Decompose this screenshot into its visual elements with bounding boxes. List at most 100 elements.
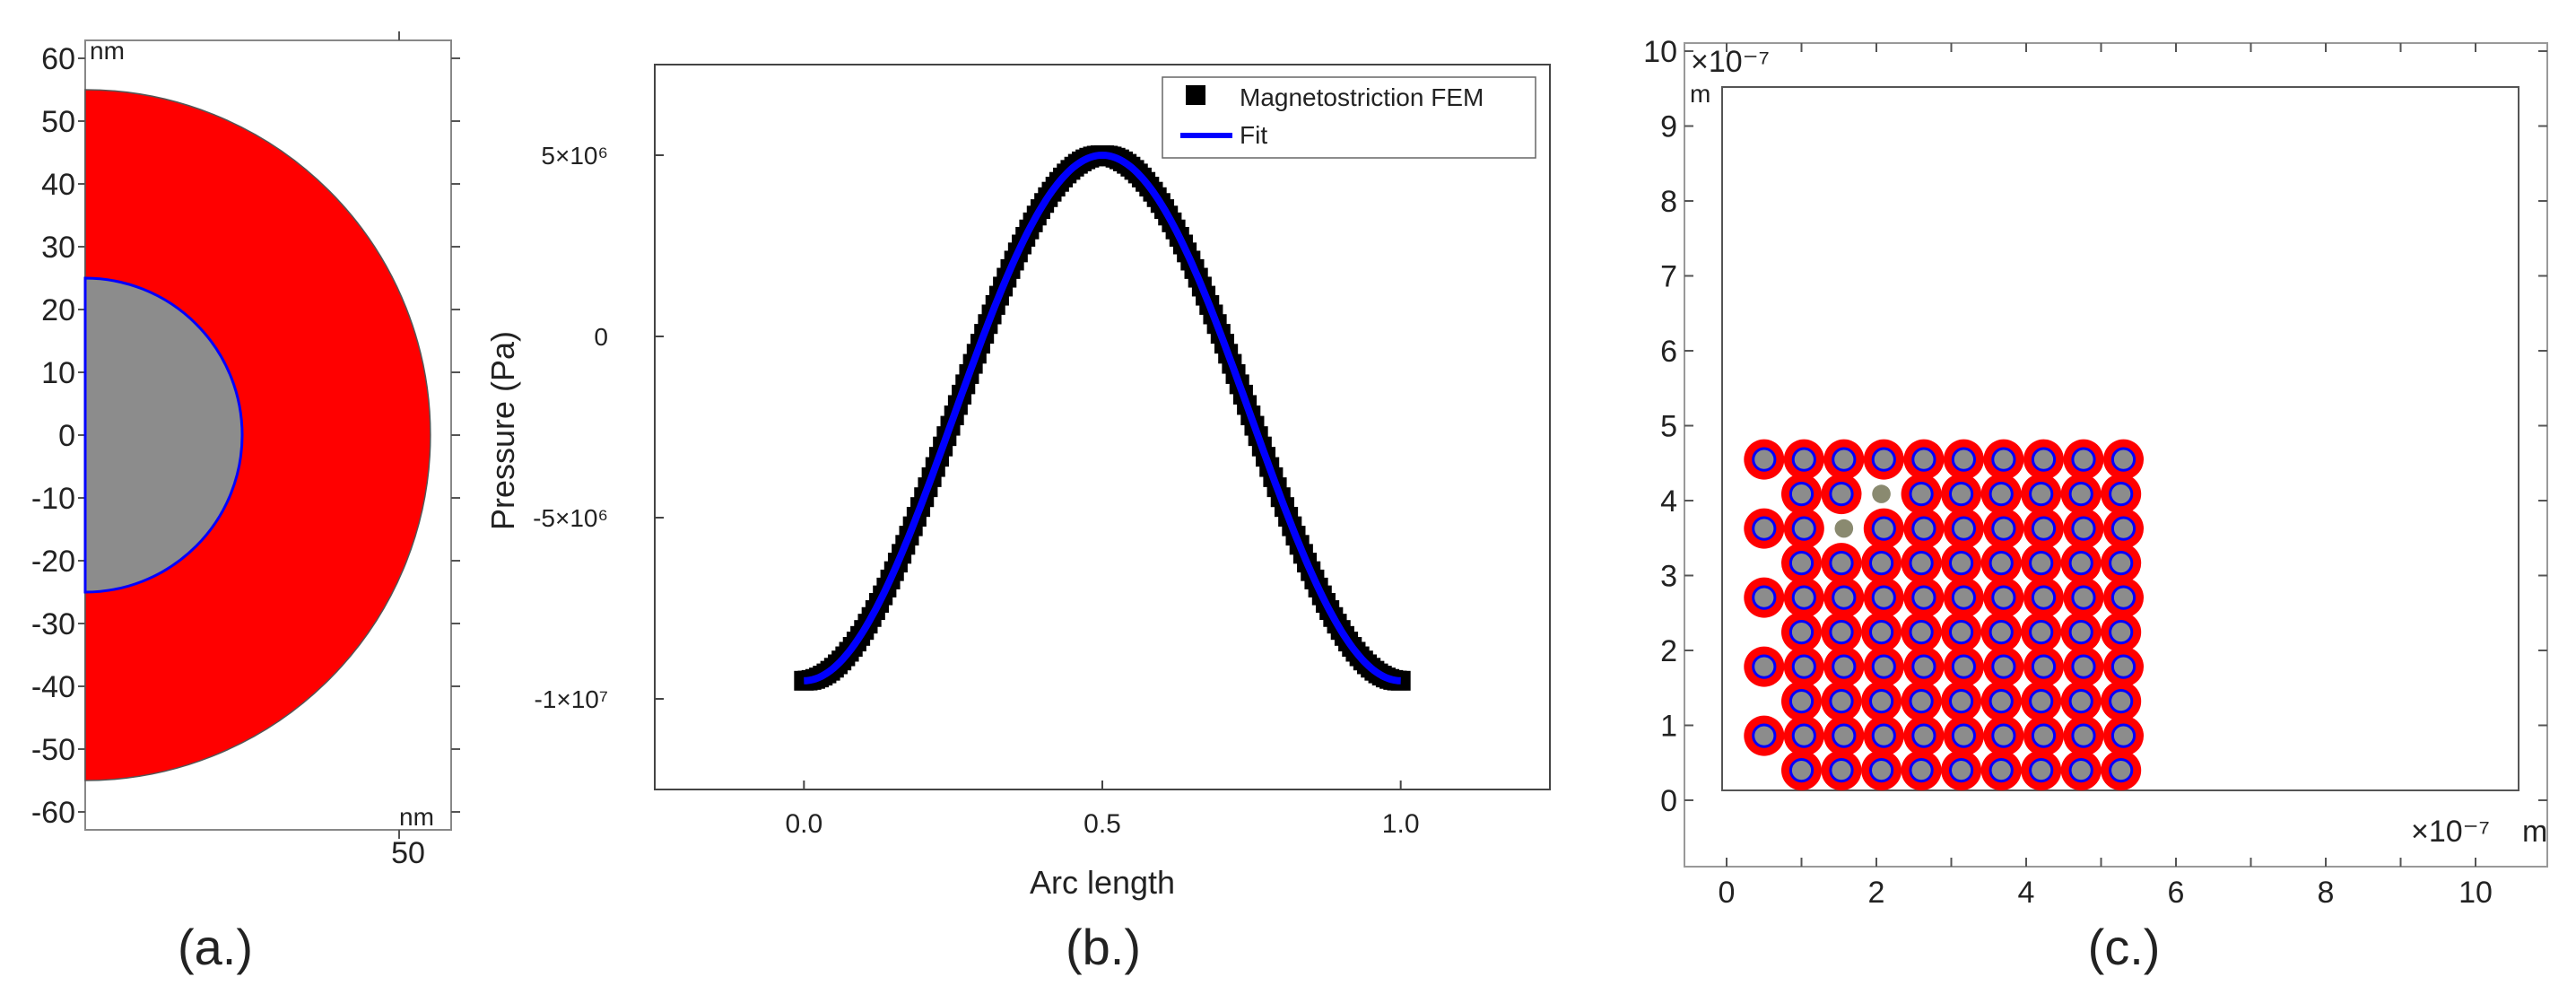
panel-c-y-tick-label: 7 [1660, 260, 1677, 294]
panel-c-particle-core [1791, 447, 1816, 472]
panel-b-y-tick-label: -1×10⁷ [534, 685, 608, 713]
panel-c-empty-site [1872, 484, 1891, 503]
panel-c-particle-core [2109, 689, 2134, 714]
panel-c-particle-core [2068, 689, 2093, 714]
panel-b-y-tick-labels: 5×10⁶ 0 -5×10⁶ -1×10⁷ [533, 142, 608, 713]
panel-c-particle-core [1951, 447, 1976, 472]
panel-c-particle-core [1791, 585, 1816, 610]
panel-c-empty-site [1834, 519, 1854, 538]
panel-a-geometry-plot: nm nm 50 60 50 40 30 20 10 0 -10 -20 -30 -40 -50 -60… [31, 31, 460, 975]
panel-c-x-unit: m [2522, 815, 2547, 849]
panel-c-particle-core [1752, 447, 1777, 472]
panel-c-particle-core [1989, 689, 2014, 714]
panel-c-x-tick-labels: 0 2 4 6 8 10 [1719, 876, 2493, 910]
panel-c-particle-core [1791, 723, 1816, 748]
panel-c-particle-core [2109, 620, 2134, 645]
panel-c-particle-core [2068, 620, 2093, 645]
panel-b-y-axis-label: Pressure (Pa) [484, 331, 521, 530]
panel-a-unit-bottom: nm [399, 803, 434, 831]
panel-c-particle-core [1949, 758, 1974, 783]
panel-c-particle-core [2110, 585, 2137, 610]
panel-c-particle-core [1951, 585, 1976, 610]
panel-c-y-scale: ×10⁻⁷ [1691, 45, 1770, 79]
panel-c-particle-core [1832, 723, 1857, 748]
panel-c-particle-core [2071, 723, 2096, 748]
panel-c-y-tick-label: 2 [1660, 634, 1677, 668]
panel-c-particle-core [1829, 551, 1854, 576]
panel-c-y-tick-label: 4 [1660, 484, 1677, 519]
panel-a-y-tick-label: -20 [31, 545, 75, 579]
panel-b-y-tick-label: 5×10⁶ [541, 142, 608, 170]
panel-c-particle-core [1991, 585, 2016, 610]
panel-c-particle-core [1871, 654, 1896, 679]
panel-b-ticks [655, 154, 1402, 789]
legend-fem-label: Magnetostriction FEM [1240, 83, 1484, 111]
panel-c-particle-core [1829, 482, 1854, 507]
panel-c-particle-core [1829, 689, 1854, 714]
panel-c-y-tick-label: 8 [1660, 185, 1677, 219]
panel-b-x-tick-label: 0.5 [1083, 809, 1121, 839]
panel-a-y-tick-label: 60 [41, 42, 75, 76]
panel-c-particle-core [1991, 723, 2016, 748]
panel-c-x-tick-label: 6 [2168, 876, 2185, 910]
panel-c-particle-core [2110, 654, 2137, 679]
panel-a-y-tick-labels: 60 50 40 30 20 10 0 -10 -20 -30 -40 -50 -60 [31, 42, 75, 830]
panel-c-x-scale: ×10⁻⁷ [2411, 815, 2490, 849]
panel-c-particle-core [1788, 482, 1815, 507]
panel-c-particle-core [1752, 516, 1777, 541]
panel-c-particle-core [2029, 551, 2054, 576]
panel-b-caption: (b.) [1066, 919, 1141, 975]
panel-c-particle-core [1791, 654, 1816, 679]
panel-c-particle-core [2031, 723, 2057, 748]
panel-c-particle-core [1788, 551, 1815, 576]
panel-a-y-tick-label: -30 [31, 607, 75, 641]
panel-c-particle-core [1951, 654, 1976, 679]
legend-fit-label: Fit [1240, 121, 1267, 149]
panel-c-particle-core [2031, 585, 2057, 610]
panel-c-particle-core [1869, 551, 1894, 576]
panel-c-particle-core [1951, 723, 1976, 748]
panel-a-y-tick-label: 20 [41, 293, 75, 327]
panel-b-y-tick-label: -5×10⁶ [533, 504, 608, 532]
panel-a-y-tick-label: 50 [41, 105, 75, 139]
panel-c-particle-core [1949, 482, 1974, 507]
panel-c-particle-core [2110, 516, 2137, 541]
panel-c-x-tick-label: 0 [1719, 876, 1736, 910]
panel-c-caption: (c.) [2088, 919, 2161, 975]
panel-c-particle-core [1911, 516, 1936, 541]
panel-c-particle-core [1829, 620, 1854, 645]
panel-a-core [83, 276, 244, 594]
panel-c-particle-core [2109, 551, 2134, 576]
panel-a-y-tick-label: 10 [41, 356, 75, 390]
panel-c-particle-core [1911, 723, 1936, 748]
panel-c-particle-core [1909, 758, 1934, 783]
panel-a-y-tick-label: 0 [58, 419, 75, 453]
panel-b-plot-frame [654, 64, 1551, 790]
panel-b-fit-line [803, 152, 1402, 685]
panel-b-x-axis-label: Arc length [1030, 864, 1175, 901]
panel-c-particle-core [1871, 585, 1896, 610]
panel-b-x-tick-labels: 0.0 0.5 1.0 [785, 809, 1419, 839]
panel-b-y-tick-label: 0 [594, 323, 608, 351]
panel-c-particle-core [1869, 620, 1894, 645]
panel-c-particle-core [1832, 447, 1857, 472]
panel-c-particle-core [1909, 482, 1934, 507]
panel-c-particle-core [1909, 620, 1934, 645]
panel-c-particle-core [1829, 758, 1854, 783]
panel-c-x-tick-label: 2 [1868, 876, 1885, 910]
panel-c-particle-core [1752, 723, 1777, 748]
panel-c-particle-core [2071, 654, 2096, 679]
panel-c-particle-core [2031, 516, 2057, 541]
panel-c-particles [1744, 439, 2144, 791]
panel-c-y-tick-label: 0 [1660, 784, 1677, 818]
panel-c-particle-core [1871, 447, 1896, 472]
panel-c-particle-core [2110, 723, 2137, 748]
panel-c-particle-core [1911, 585, 1936, 610]
panel-c-particle-core [1991, 516, 2016, 541]
panel-c-particle-core [2031, 447, 2057, 472]
panel-a-x-tick-label: 50 [391, 836, 425, 870]
panel-c-y-tick-label: 1 [1660, 710, 1677, 744]
